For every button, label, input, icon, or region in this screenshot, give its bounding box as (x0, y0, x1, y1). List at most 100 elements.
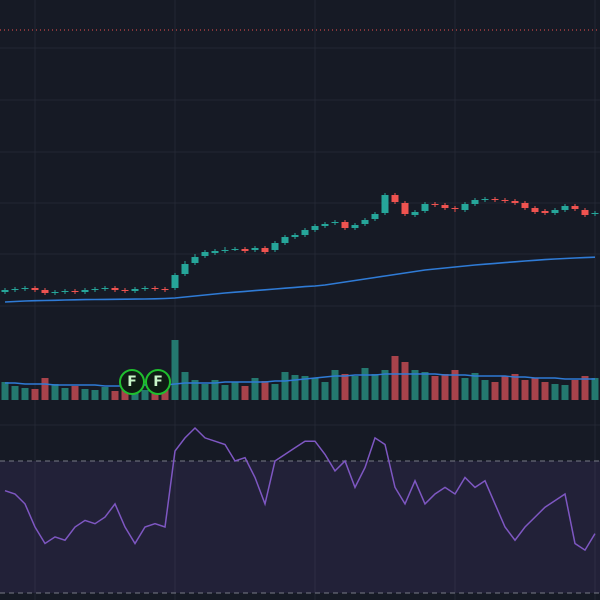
volume-bar (371, 374, 379, 400)
candle-body (1, 290, 9, 292)
volume-bar (81, 389, 89, 400)
event-marker: F (119, 369, 145, 395)
candle-body (91, 289, 99, 290)
candle-body (311, 226, 319, 230)
volume-bar (1, 382, 9, 400)
volume-bar (411, 370, 419, 400)
candle-body (341, 222, 349, 228)
candle-body (391, 195, 399, 202)
volume-bar (361, 368, 369, 400)
candle-body (441, 205, 449, 208)
volume-bar (441, 374, 449, 400)
candle-body (111, 288, 119, 290)
candle-body (301, 230, 309, 235)
volume-bar (41, 378, 49, 400)
volume-bar (341, 374, 349, 400)
candle-body (471, 200, 479, 204)
volume-bar (401, 362, 409, 400)
candle-body (121, 290, 129, 291)
volume-bar (591, 378, 599, 400)
candle-body (561, 206, 569, 210)
candle-body (51, 292, 59, 293)
volume-bar (461, 378, 469, 400)
candle-body (451, 208, 459, 209)
candle-body (151, 288, 159, 289)
candle-body (281, 237, 289, 243)
candle-body (241, 249, 249, 251)
volume-bar (291, 375, 299, 400)
volume-bar (521, 380, 529, 400)
marker-circle (145, 369, 171, 395)
candle-body (571, 206, 579, 209)
volume-bar (421, 372, 429, 400)
volume-bar (311, 378, 319, 400)
moving-average (4, 256, 596, 303)
candle-body (41, 290, 49, 293)
candle-body (251, 248, 259, 250)
candle-body (491, 199, 499, 200)
volume-bar (51, 384, 59, 400)
candle-body (101, 288, 109, 289)
volume-bar (481, 380, 489, 400)
volume-bar (241, 386, 249, 400)
candle-body (71, 291, 79, 292)
candle-body (331, 222, 339, 223)
candle-body (401, 203, 409, 214)
rsi-line (4, 426, 596, 552)
candle-body (271, 243, 279, 250)
volume-bar (391, 356, 399, 400)
volume-bar (501, 376, 509, 400)
candle-body (421, 204, 429, 211)
volume-bar (531, 378, 539, 400)
volume-bar (221, 385, 229, 400)
volume-bar (281, 372, 289, 400)
candle-body (161, 289, 169, 290)
volume-bar (101, 387, 109, 400)
candle-body (31, 288, 39, 290)
candle-body (11, 289, 19, 290)
candle-body (201, 252, 209, 256)
candle-body (141, 288, 149, 289)
volume-bar (551, 384, 559, 400)
candle-body (481, 199, 489, 200)
volume-bar (331, 370, 339, 400)
candle-body (381, 195, 389, 213)
volume-average (5, 373, 595, 387)
candle-body (171, 275, 179, 288)
volume-bar (141, 390, 149, 400)
candle-body (361, 220, 369, 224)
candle-body (61, 291, 69, 292)
volume-bar (541, 382, 549, 400)
volume-bar (381, 370, 389, 400)
volume-bar (451, 370, 459, 400)
candle-body (511, 201, 519, 203)
volume-bar (561, 385, 569, 400)
volume-bar (31, 389, 39, 400)
volume-bar (261, 381, 269, 400)
candle-body (531, 208, 539, 212)
candle-body (501, 200, 509, 201)
candle-body (351, 225, 359, 228)
volume-bar (571, 380, 579, 400)
candle-body (211, 251, 219, 253)
volume-bar (111, 391, 119, 400)
candle-body (371, 214, 379, 219)
volume-bar (171, 340, 179, 400)
volume-bar (271, 384, 279, 400)
candle-body (261, 248, 269, 252)
candle-body (541, 211, 549, 213)
volume-bar (211, 380, 219, 400)
candle-body (321, 224, 329, 226)
candle-body (591, 213, 599, 214)
volume-bar (511, 374, 519, 400)
candle-body (461, 204, 469, 210)
candle-body (581, 210, 589, 215)
volume-bar (11, 386, 19, 400)
volume-bar (71, 386, 79, 400)
volume-bar (21, 388, 29, 400)
candle-body (21, 288, 29, 289)
marker-label: F (153, 374, 163, 390)
volume-bar (201, 384, 209, 400)
volume-bar (91, 390, 99, 400)
